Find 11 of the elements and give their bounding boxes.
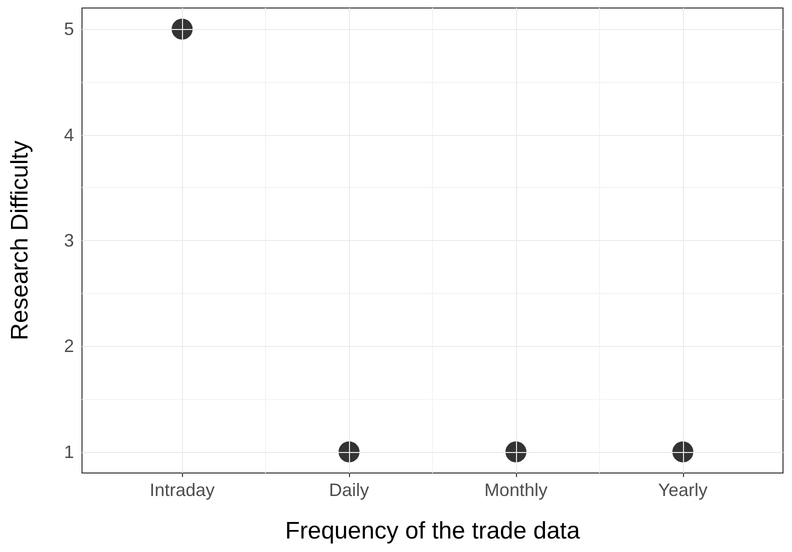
y-tick-label: 3 (64, 230, 74, 250)
y-tick-label: 4 (64, 124, 74, 145)
y-tick-label: 5 (64, 19, 74, 40)
y-tick-label: 1 (64, 442, 74, 462)
x-tick-label: Monthly (484, 480, 548, 500)
x-tick-label: Intraday (150, 480, 215, 500)
y-axis-title: Research Difficulty (6, 140, 34, 340)
x-tick-label: Daily (329, 480, 370, 500)
y-tick-label: 2 (64, 336, 74, 356)
x-axis-title: Frequency of the trade data (285, 518, 581, 544)
x-tick-label: Yearly (658, 480, 708, 500)
